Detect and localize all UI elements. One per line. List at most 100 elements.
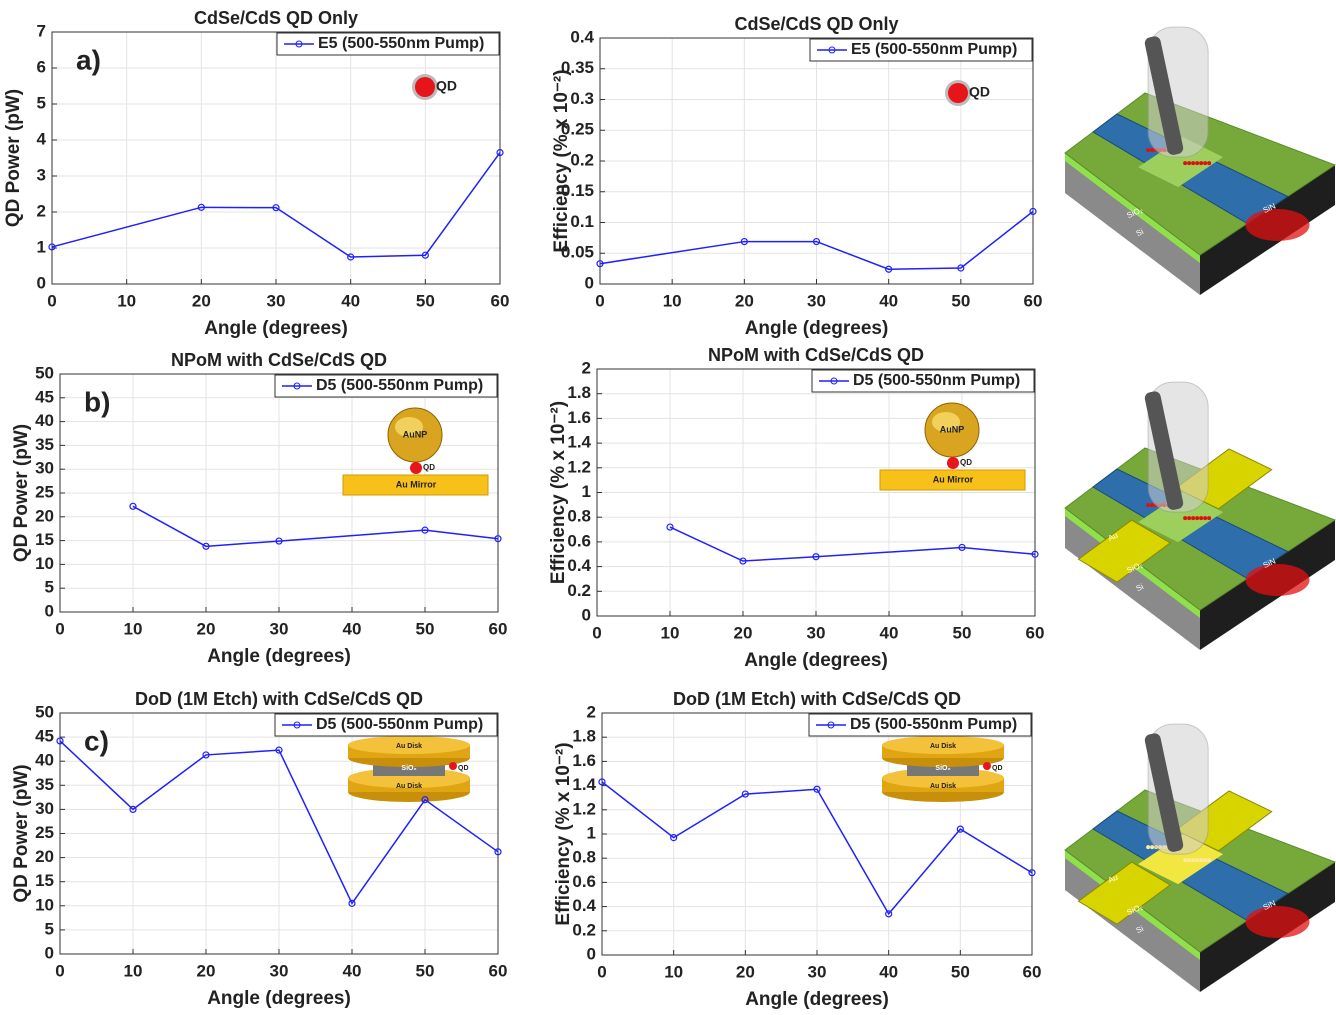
y-tick-label: 5	[45, 578, 54, 597]
y-tick-label: 1.8	[567, 383, 591, 402]
y-tick-label: 45	[35, 727, 54, 746]
qd-dot	[410, 462, 422, 474]
y-tick-label: 1.2	[567, 457, 591, 476]
x-tick-label: 20	[734, 623, 753, 642]
x-tick-label: 60	[1024, 291, 1043, 310]
y-tick-label: 1.4	[567, 433, 591, 452]
qd-dot	[1187, 858, 1191, 862]
x-axis-label: Angle (degrees)	[207, 988, 351, 1009]
qd-dot	[449, 762, 457, 770]
y-tick-label: 25	[35, 482, 54, 501]
inset-label: QD	[423, 463, 435, 472]
y-tick-label: 0	[587, 944, 596, 963]
y-tick-label: 0.6	[572, 872, 596, 891]
y-axis-label: QD Power (pW)	[3, 89, 24, 227]
output-glow	[1246, 209, 1310, 241]
qd-dot	[1203, 858, 1207, 862]
qd-dot	[1207, 858, 1211, 862]
y-tick-label: 0.1	[570, 212, 594, 231]
inset-label: Au Mirror	[396, 479, 437, 489]
x-axis-label: Angle (degrees)	[744, 650, 888, 671]
qd-dot	[1183, 161, 1187, 165]
qd-dot	[1199, 516, 1203, 520]
legend-label: E5 (500-550nm Pump)	[318, 35, 484, 52]
chart-title: DoD (1M Etch) with CdSe/CdS QD	[135, 689, 423, 709]
x-tick-label: 50	[416, 291, 435, 310]
y-tick-label: 0.2	[572, 920, 596, 939]
y-tick-label: 0.4	[572, 896, 596, 915]
x-tick-label: 30	[807, 623, 826, 642]
y-tick-label: 0.4	[570, 27, 594, 46]
qd-dot	[1195, 161, 1199, 165]
y-tick-label: 1.8	[572, 727, 596, 746]
y-tick-label: 40	[35, 411, 54, 430]
x-tick-label: 20	[197, 619, 216, 638]
qd-dot	[1146, 845, 1150, 849]
y-tick-label: 35	[35, 435, 54, 454]
y-tick-label: 5	[45, 919, 54, 938]
x-tick-label: 10	[124, 619, 143, 638]
x-tick-label: 40	[879, 962, 898, 981]
x-axis-label: Angle (degrees)	[745, 989, 889, 1010]
chart-title: DoD (1M Etch) with CdSe/CdS QD	[673, 689, 961, 709]
y-tick-label: 5	[37, 93, 46, 112]
x-tick-label: 60	[1026, 623, 1045, 642]
inset-label: QD	[992, 765, 1003, 772]
figure: 012345670102030405060CdSe/CdS QD OnlyAng…	[0, 0, 1336, 1015]
qd-dot	[1203, 161, 1207, 165]
y-tick-label: 1	[582, 482, 591, 501]
chart-title: NPoM with CdSe/CdS QD	[171, 350, 387, 370]
output-glow	[1246, 564, 1310, 596]
y-axis-label: Efficiency (% x 10⁻²)	[553, 742, 574, 925]
x-tick-label: 60	[1023, 962, 1042, 981]
y-tick-label: 0.3	[570, 89, 594, 108]
qd-dot	[1146, 148, 1150, 152]
inset-label: Au Mirror	[933, 474, 974, 484]
x-tick-label: 30	[270, 961, 289, 980]
x-axis-label: Angle (degrees)	[207, 646, 351, 667]
y-tick-label: 35	[35, 775, 54, 794]
inset-label: Au Disk	[396, 783, 422, 790]
y-tick-label: 1.6	[567, 408, 591, 427]
output-glow	[1246, 906, 1310, 938]
legend-label: D5 (500-550nm Pump)	[316, 716, 483, 733]
qd-dot	[947, 457, 959, 469]
x-tick-label: 30	[807, 291, 826, 310]
panel-label: b)	[84, 386, 110, 417]
qd-dot	[1199, 858, 1203, 862]
x-tick-label: 40	[343, 619, 362, 638]
x-tick-label: 0	[55, 619, 64, 638]
inset-label: AuNP	[940, 424, 965, 434]
x-tick-label: 40	[879, 291, 898, 310]
x-tick-label: 60	[489, 961, 508, 980]
y-tick-label: 0	[45, 601, 54, 620]
x-tick-label: 20	[735, 291, 754, 310]
qd-dot	[1187, 161, 1191, 165]
y-tick-label: 10	[35, 554, 54, 573]
inset-label: SiO₂	[935, 765, 950, 772]
x-tick-label: 40	[343, 961, 362, 980]
y-tick-label: 2	[587, 702, 596, 721]
y-axis-label: Efficiency (% x 10⁻²)	[548, 401, 569, 584]
y-tick-label: 30	[35, 459, 54, 478]
x-tick-label: 30	[808, 962, 827, 981]
x-tick-label: 0	[55, 961, 64, 980]
qd-dot	[1187, 516, 1191, 520]
x-tick-label: 40	[341, 291, 360, 310]
y-tick-label: 10	[35, 895, 54, 914]
qd-dot	[1191, 858, 1195, 862]
y-tick-label: 1.4	[572, 775, 596, 794]
y-tick-label: 0.2	[567, 581, 591, 600]
inset-label: AuNP	[403, 429, 428, 439]
qd-dot	[1146, 503, 1150, 507]
x-tick-label: 10	[661, 623, 680, 642]
y-tick-label: 0.2	[570, 150, 594, 169]
y-tick-label: 0.4	[567, 556, 591, 575]
x-tick-label: 60	[489, 619, 508, 638]
x-tick-label: 50	[416, 619, 435, 638]
chart-title: CdSe/CdS QD Only	[194, 8, 358, 28]
inset-label: QD	[436, 78, 457, 94]
qd-dot	[1203, 516, 1207, 520]
y-tick-label: 50	[35, 363, 54, 382]
x-tick-label: 50	[953, 623, 972, 642]
